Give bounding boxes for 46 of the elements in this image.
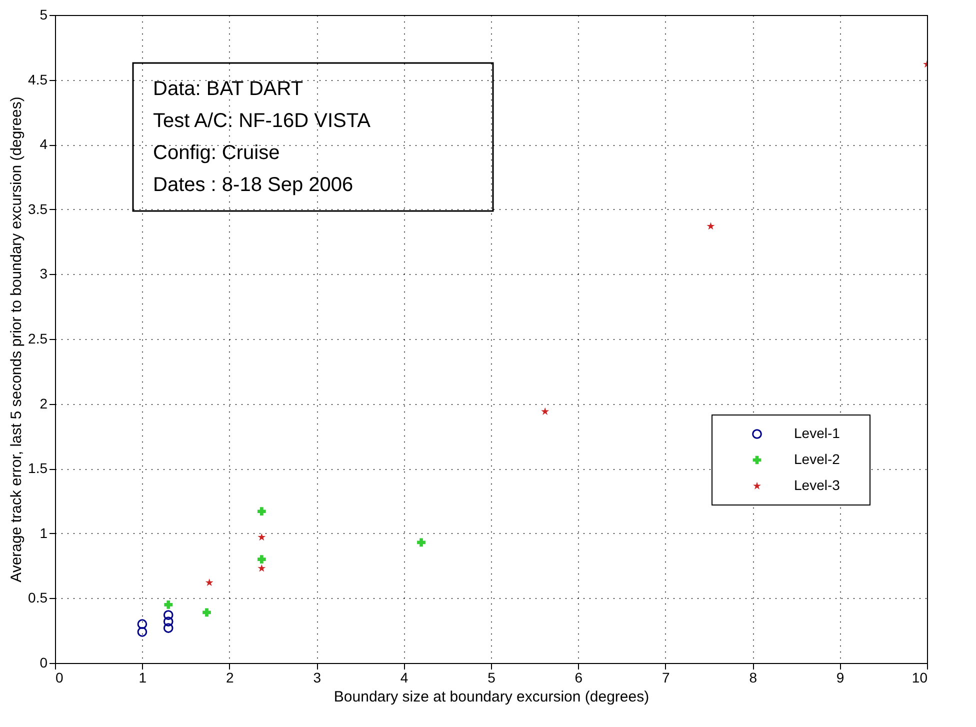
legend-label: Level-3 (794, 477, 840, 493)
point (541, 407, 550, 415)
y-tick-label: 0 (40, 654, 48, 670)
y-tick-label: 1.5 (28, 460, 48, 476)
annotation: Data: BAT DART (153, 78, 304, 100)
x-tick-label: 3 (313, 670, 322, 686)
y-tick-label: 0.5 (28, 590, 48, 606)
y-tick-label: 3 (40, 266, 48, 282)
y-tick-label: 2.5 (28, 330, 48, 346)
y-tick-label: 4 (40, 136, 48, 152)
point (258, 564, 266, 572)
y-tick-label: 3.5 (28, 200, 48, 217)
point (137, 619, 148, 630)
x-tick-label: 4 (400, 670, 408, 686)
x-tick-label: 8 (749, 670, 758, 686)
legend-label: Level-1 (794, 425, 840, 441)
y-tick-label: 5 (40, 6, 48, 22)
point (706, 222, 715, 230)
x-tick-label: 7 (662, 670, 670, 686)
x-tick-label: 2 (226, 670, 234, 686)
point (163, 623, 174, 633)
x-tick-label: 0 (56, 670, 64, 686)
annotation: Dates : 8-18 Sep 2006 (153, 174, 354, 196)
x-tick-label: 1 (138, 670, 147, 686)
point (202, 608, 211, 617)
point (257, 507, 266, 516)
point (164, 600, 173, 609)
point (163, 610, 174, 620)
point (258, 533, 266, 541)
y-tick-label: 2 (40, 395, 48, 412)
x-tick-label: 6 (574, 670, 583, 686)
y-tick-label: 1 (40, 524, 48, 541)
y-axis-title: Average track error, last 5 seconds prior to boundary excursion (degrees) (8, 96, 26, 582)
point (417, 538, 426, 547)
x-tick-label: 10 (912, 670, 928, 686)
point (163, 616, 174, 626)
x-axis-title: Boundary size at boundary excursion (degrees) (334, 688, 650, 706)
x-tick-label: 5 (488, 670, 496, 686)
y-tick-label: 4.5 (28, 71, 48, 88)
point (205, 578, 214, 586)
annotation: Test A/C: NF-16D VISTA (153, 110, 372, 132)
x-tick-label: 9 (836, 670, 844, 686)
point (257, 555, 266, 564)
point (137, 626, 148, 637)
legend-label: Level-2 (794, 451, 840, 467)
annotation: Config: Cruise (153, 142, 280, 164)
